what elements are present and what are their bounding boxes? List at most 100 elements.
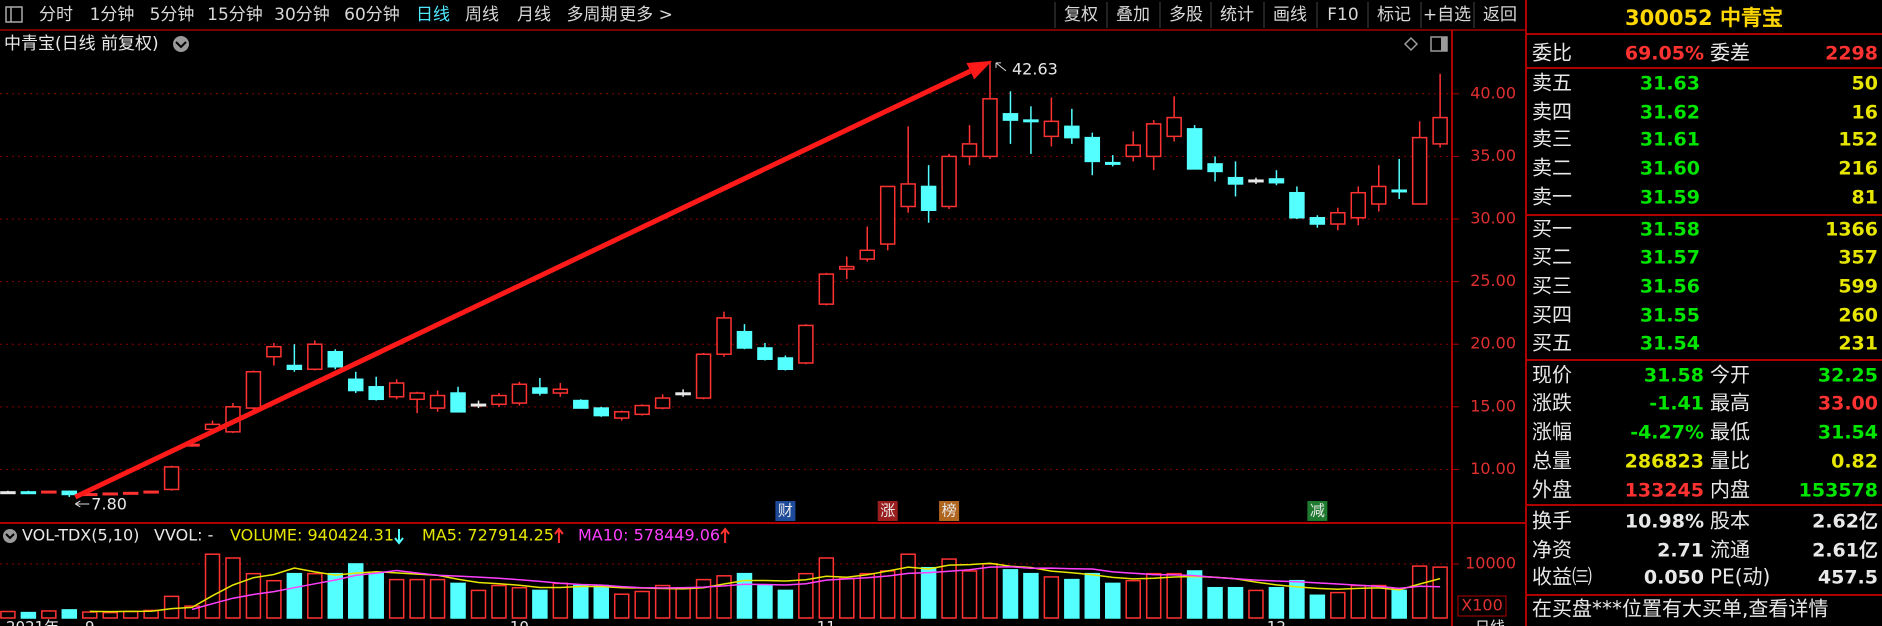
- event-label: 财: [778, 502, 793, 520]
- candle-body: [1166, 116, 1182, 138]
- volume-bar: [716, 575, 732, 619]
- period-tab[interactable]: 15分钟: [207, 5, 263, 25]
- candle-body: [1186, 128, 1203, 170]
- book-label: 卖一: [1532, 185, 1572, 209]
- legend-entry: MA10: 578449.06: [578, 526, 720, 545]
- candle-body: [1411, 136, 1428, 205]
- candle-body: [1289, 191, 1305, 219]
- title-dropdown-chevron: [175, 41, 187, 49]
- period-tab[interactable]: 1分钟: [90, 5, 135, 25]
- candle-body: [1207, 163, 1223, 173]
- volume-bar: [327, 572, 344, 619]
- tool-button[interactable]: +自选: [1423, 5, 1471, 25]
- quote-label: 流通: [1710, 538, 1750, 562]
- title-dropdown[interactable]: [173, 36, 189, 52]
- tool-button[interactable]: 返回: [1483, 5, 1517, 25]
- quote-value: 31.54: [1818, 422, 1878, 444]
- quote-notice[interactable]: 在买盘***位置有大买单,查看详情: [1532, 597, 1828, 621]
- event-marker[interactable]: [1307, 501, 1328, 521]
- draw-icon[interactable]: [1403, 36, 1419, 52]
- event-marker[interactable]: [939, 501, 960, 521]
- volume-bar: [961, 570, 978, 619]
- period-tab[interactable]: 60分钟: [344, 5, 400, 25]
- legend-entry: VOLUME: 940424.31: [230, 526, 394, 545]
- volume-bar: [1248, 589, 1264, 619]
- quote-label: 收益㈢: [1532, 565, 1592, 589]
- candle-body: [1248, 179, 1264, 183]
- y-tick-label: 15.00: [1470, 396, 1516, 415]
- candle-body: [1002, 113, 1019, 121]
- quote-value: -4.27%: [1630, 422, 1704, 444]
- layout-icon-bar: [1441, 37, 1447, 51]
- quote-label: 内盘: [1710, 478, 1750, 502]
- tool-button[interactable]: 标记: [1377, 5, 1411, 25]
- candle-body: [1432, 116, 1448, 145]
- book-price: 31.62: [1640, 102, 1700, 124]
- candle-body: [532, 387, 548, 394]
- volume-bar: [143, 609, 159, 619]
- volume-bar: [1084, 572, 1101, 619]
- event-marker[interactable]: [877, 501, 898, 521]
- candle-body: [450, 392, 466, 413]
- event-marker[interactable]: [775, 501, 796, 521]
- candle-body: [716, 317, 732, 355]
- quote-value: 32.25: [1818, 365, 1878, 387]
- quote-value: 10.98%: [1625, 511, 1704, 533]
- volume-bar: [0, 610, 16, 619]
- volume-bar: [204, 553, 221, 619]
- period-tab[interactable]: 30分钟: [274, 5, 330, 25]
- period-tab[interactable]: 多周期: [567, 5, 618, 25]
- y-tick-label: 30.00: [1470, 209, 1516, 228]
- volume-bar: [675, 586, 691, 619]
- quote-label: 最低: [1710, 420, 1750, 444]
- y-tick-label: 10000: [1465, 553, 1516, 572]
- period-tab[interactable]: 5分钟: [150, 5, 195, 25]
- period-tab[interactable]: 周线: [465, 5, 499, 25]
- quote-label: 现价: [1532, 363, 1572, 387]
- volume-bar: [102, 611, 118, 619]
- period-tab[interactable]: 月线: [517, 5, 551, 25]
- volume-bar: [122, 610, 139, 619]
- volume-bar: [409, 578, 425, 619]
- indicator-subtitle: VVOL: -: [154, 526, 213, 545]
- tool-button[interactable]: 多股: [1169, 5, 1203, 25]
- candle-body: [122, 491, 139, 495]
- candle-body: [266, 345, 282, 358]
- period-tab[interactable]: 更多 >: [619, 5, 673, 25]
- high-annotation: 42.63: [1012, 59, 1058, 78]
- tool-button[interactable]: 复权: [1064, 5, 1098, 25]
- volume-bar: [1432, 566, 1448, 619]
- volume-bar: [859, 572, 875, 619]
- menu-icon[interactable]: [5, 6, 23, 23]
- volume-bar: [1186, 570, 1203, 619]
- book-label: 买四: [1532, 303, 1572, 327]
- candle-body: [777, 357, 794, 371]
- quote-value: 286823: [1625, 451, 1704, 473]
- quote-value: 0.050: [1644, 567, 1704, 589]
- period-tab[interactable]: 日线: [416, 5, 450, 25]
- volume-bar: [1002, 569, 1019, 619]
- volume-bar: [1370, 584, 1387, 619]
- indicator-dropdown[interactable]: [3, 529, 17, 543]
- period-tab[interactable]: 分时: [39, 5, 73, 25]
- unit-label: X100: [1461, 596, 1503, 615]
- tool-button[interactable]: F10: [1327, 5, 1358, 25]
- candle-body: [286, 364, 303, 371]
- tool-button[interactable]: 画线: [1273, 5, 1307, 25]
- volume-bar: [654, 584, 671, 619]
- volume-bar: [593, 584, 610, 619]
- volume-bar: [1309, 594, 1326, 619]
- volume-bar: [450, 582, 466, 619]
- tool-button[interactable]: 统计: [1220, 5, 1254, 25]
- tool-button[interactable]: 叠加: [1116, 5, 1150, 25]
- x-tick-label: 12: [1267, 618, 1286, 626]
- volume-bar: [613, 593, 630, 619]
- quote-label: 涨跌: [1532, 391, 1572, 415]
- book-price: 31.56: [1640, 276, 1700, 298]
- quote-value: 0.82: [1831, 451, 1878, 473]
- quote-value: 33.00: [1818, 393, 1878, 415]
- quote-label: 委比: [1532, 41, 1572, 65]
- candle-body: [1268, 178, 1285, 184]
- book-price: 31.57: [1640, 247, 1700, 269]
